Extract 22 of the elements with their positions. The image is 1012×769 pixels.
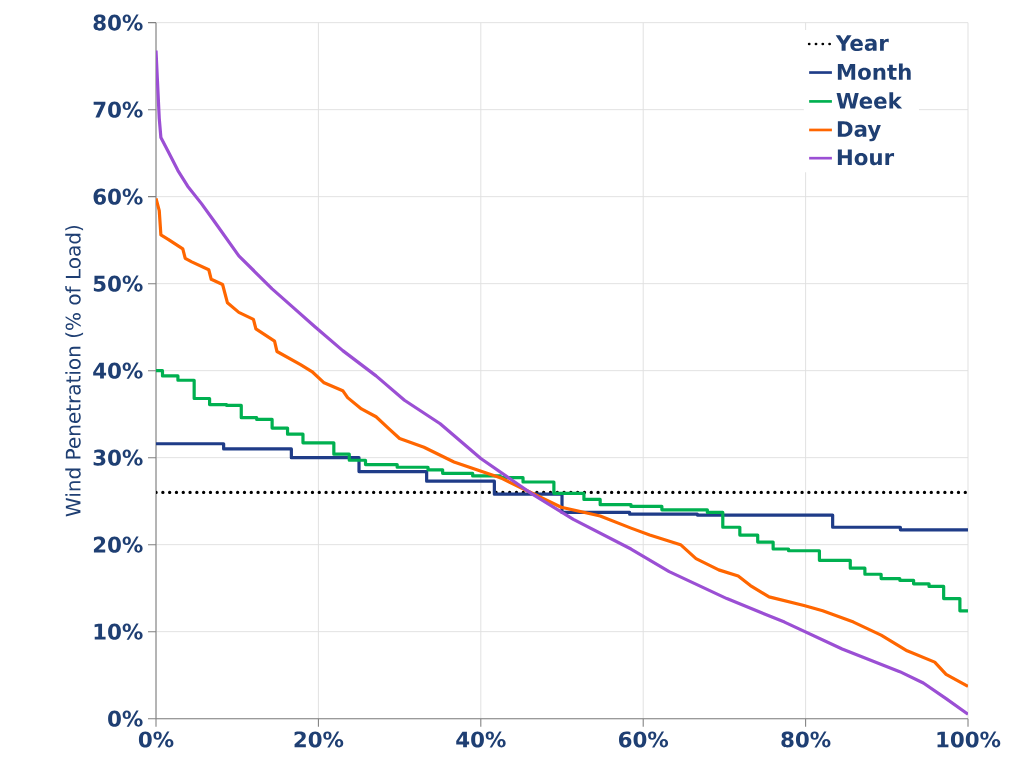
legend-label: Month — [837, 63, 911, 80]
x-tick-label: 0% — [138, 731, 174, 748]
y-tick-label: 70% — [93, 101, 143, 118]
y-tick-label: 60% — [93, 188, 143, 205]
x-tick-label: 40% — [456, 731, 506, 748]
y-tick-label: 10% — [94, 623, 143, 640]
y-tick-label: 50% — [93, 275, 143, 292]
x-tick-label: 80% — [781, 731, 831, 748]
x-tick-label: 20% — [294, 731, 344, 748]
y-tick-label: 30% — [93, 449, 143, 466]
legend-label: Year — [835, 35, 889, 51]
line-series — [156, 196, 969, 688]
y-tick-label: 20% — [93, 536, 143, 553]
y-tick-label: 80% — [93, 14, 143, 31]
y-tick-label: 40% — [93, 362, 143, 379]
x-tick-label: 100% — [937, 731, 1001, 748]
legend-label: Day — [837, 121, 881, 142]
y-tick-label: 0% — [108, 710, 143, 727]
legend-label: Hour — [837, 149, 895, 166]
legend-label: Week — [836, 92, 903, 109]
y-axis-title: Wind Penetration (% of Load) — [65, 225, 84, 517]
x-tick-label: 60% — [618, 731, 669, 748]
